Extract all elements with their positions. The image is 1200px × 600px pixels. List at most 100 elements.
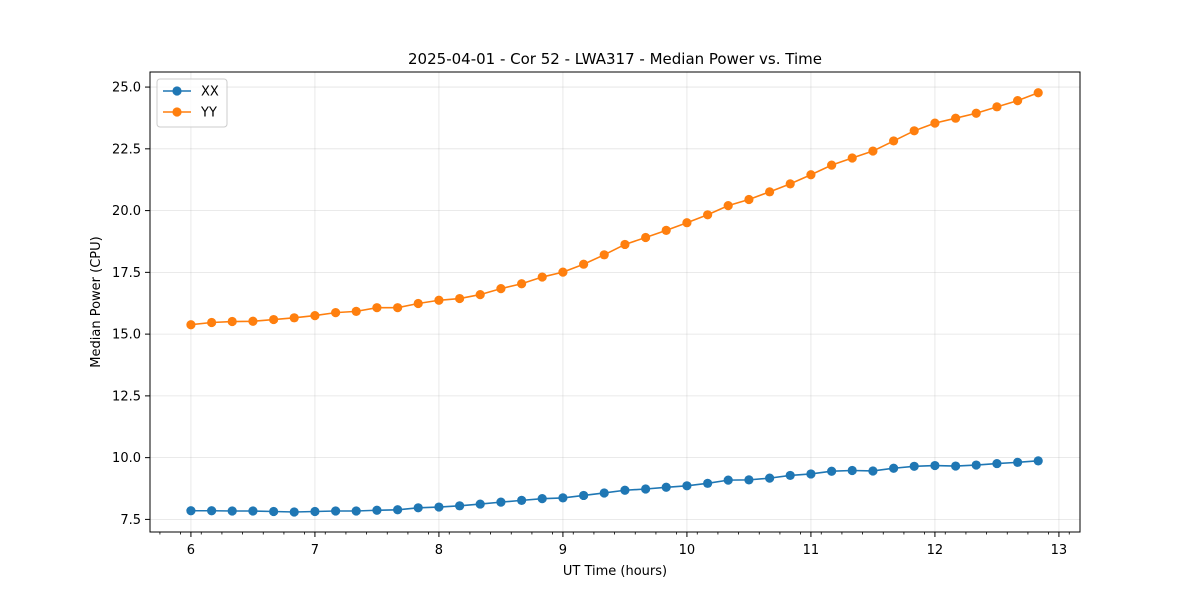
data-point-yy [930,118,940,128]
data-point-xx [703,478,713,488]
data-point-yy [186,320,196,330]
legend-label: XX [201,85,219,100]
data-point-xx [558,493,568,503]
data-point-xx [806,469,816,479]
data-point-xx [661,482,671,492]
data-point-yy [289,313,299,323]
y-tick-label: 17.5 [112,266,141,281]
data-point-yy [248,316,258,326]
series-yy [186,88,1043,330]
data-point-xx [765,473,775,483]
x-tick-label: 6 [187,543,195,558]
data-point-xx [537,494,547,504]
data-point-yy [475,289,485,300]
x-tick-label: 8 [435,543,443,558]
data-point-xx [207,506,217,516]
data-point-yy [703,210,713,220]
data-point-yy [785,179,795,189]
data-point-yy [951,113,961,123]
data-point-xx [248,506,258,516]
data-point-xx [682,481,692,491]
data-point-yy [806,170,816,180]
data-point-yy [868,146,878,156]
data-point-xx [579,490,589,501]
grid [150,72,1080,532]
data-point-xx [434,502,444,512]
data-point-yy [517,279,527,289]
data-point-xx [227,506,237,516]
x-tick-label: 12 [927,543,944,558]
data-point-yy [827,160,837,170]
data-point-yy [207,317,217,328]
data-point-xx [847,465,857,476]
data-point-yy [227,316,237,327]
y-tick-label: 25.0 [112,81,141,96]
data-point-xx [785,470,795,481]
data-point-yy [847,153,857,163]
x-axis-label: UT Time (hours) [563,564,667,579]
y-tick-label: 7.5 [120,513,141,528]
data-point-xx [413,503,423,513]
data-point-yy [765,187,775,197]
data-point-xx [351,506,361,516]
data-point-xx [971,460,981,470]
data-point-yy [599,250,609,260]
data-point-xx [641,484,651,494]
data-point-xx [372,505,382,515]
data-point-xx [393,505,403,515]
data-point-yy [455,293,465,304]
data-point-yy [620,239,630,250]
data-point-xx [289,507,299,517]
data-point-yy [744,194,754,205]
data-point-yy [331,308,341,318]
data-point-xx [455,501,465,511]
data-point-xx [744,475,754,485]
data-point-yy [661,225,671,235]
y-tick-label: 22.5 [112,142,141,157]
legend-item-xx: XX [163,85,219,100]
data-point-xx [186,506,196,516]
data-point-xx [930,460,940,471]
data-point-xx [827,466,837,476]
data-point-yy [1013,96,1023,106]
data-point-yy [1033,88,1043,98]
data-point-xx [599,488,609,498]
x-tick-label: 10 [679,543,696,558]
data-point-xx [475,499,485,509]
data-point-yy [889,136,899,146]
y-axis-label: Median Power (CPU) [89,236,104,367]
series-layer [186,88,1043,517]
data-point-yy [579,259,589,269]
data-point-xx [868,466,878,476]
data-point-xx [909,461,919,471]
data-point-yy [269,314,279,325]
y-tick-label: 15.0 [112,328,141,343]
data-point-xx [889,463,899,473]
y-tick-label: 12.5 [112,389,141,404]
legend: XX YY [156,78,228,128]
x-tick-label: 9 [559,543,567,558]
data-point-yy [558,267,568,277]
data-point-yy [310,310,320,321]
data-point-yy [393,303,403,313]
data-point-xx [723,475,733,485]
data-point-yy [372,303,382,313]
data-point-xx [951,461,961,471]
data-point-xx [310,506,320,517]
data-point-xx [1013,457,1023,467]
data-point-xx [620,485,630,495]
data-point-xx [1033,456,1043,466]
data-point-xx [269,506,279,517]
data-point-xx [331,506,341,516]
legend-marker [172,107,182,117]
data-point-yy [992,102,1002,112]
legend-item-yy: YY [163,106,217,121]
y-tick-label: 20.0 [112,204,141,219]
data-point-yy [413,298,423,309]
data-point-xx [517,495,527,505]
data-point-yy [641,232,651,243]
series-xx [186,456,1043,517]
data-point-yy [537,272,547,282]
ticks: 6 7 8 9 10 11 12 13 7.5 10.0 12.5 15.0 17.5 20.0 22.5 2… [112,81,1070,558]
